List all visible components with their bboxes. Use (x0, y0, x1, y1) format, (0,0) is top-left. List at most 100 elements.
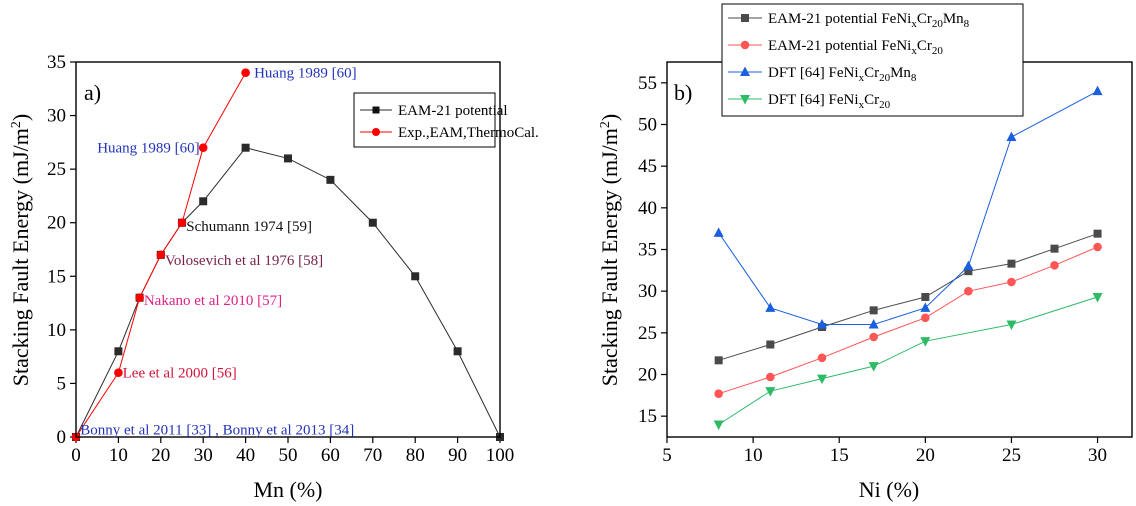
panel-b-series-2-point-4 (920, 302, 931, 312)
panel-a-y-tick-label-2: 10 (47, 320, 66, 341)
panel-b-series-1-point-6 (1007, 277, 1016, 287)
panel-b-x-tick-label-0: 5 (662, 445, 672, 466)
panel-b-series-2-point-2 (817, 319, 827, 329)
panel-b-series-1-point-5 (964, 286, 973, 296)
panel-b-label: b) (674, 80, 692, 105)
panel-b-plot-frame (666, 61, 1133, 438)
panel-a-series-1-point-6 (241, 68, 250, 78)
panel-a-series-0-point-11 (453, 347, 462, 356)
panel-a-y-tick-label-0: 0 (57, 427, 67, 448)
panel-a-legend-box (353, 92, 496, 148)
panel-a-y-tick-label-1: 5 (57, 373, 67, 394)
panel-b-legend-marker-3 (740, 95, 750, 105)
panel-b-series-line-2 (718, 90, 1098, 325)
panel-b-legend-text-1: EAM-21 potential FeNixCr20 (768, 38, 943, 57)
panel-a-legend: EAM-21 potential Exp.,EAM,ThermoCal. (353, 92, 539, 148)
panel-a-series-0-point-5 (199, 197, 208, 206)
panel-a-x-tick-label-8: 80 (406, 445, 425, 466)
panel-a-x-axis-label: Mn (%) (253, 477, 322, 502)
panel-a-legend-marker-1 (372, 128, 380, 136)
panel-b-y-tick-label-4: 35 (638, 240, 657, 261)
panel-a-legend-text-1: Exp.,EAM,ThermoCal. (398, 125, 539, 141)
panel-b-series-0-point-1 (766, 340, 775, 349)
panel-a-legend-text-0: EAM-21 potential (398, 103, 508, 119)
panel-b-legend-marker-0 (741, 14, 749, 22)
panel-b-series-0-point-8 (1093, 229, 1102, 238)
panel-b-series-3-point-4 (920, 337, 931, 347)
panel-b-series-0-point-4 (921, 293, 930, 301)
panel-b-y-tick-label-3: 30 (638, 281, 657, 302)
panel-a-series-0-point-1 (114, 347, 123, 356)
panel-b-series-1-point-3 (869, 332, 878, 342)
panel-a-series-0-point-6 (241, 143, 250, 152)
panel-a-label: a) (84, 80, 101, 105)
panel-b-series-1-point-1 (766, 372, 775, 382)
panel-b-series-2-point-0 (713, 227, 724, 237)
panel-a-y-axis-label-main: Stacking Fault Energy (mJ/m (8, 128, 33, 386)
panel-a-y-axis-label-end: ) (8, 114, 33, 121)
panel-b-x-tick-label-5: 30 (1088, 445, 1107, 466)
panel-b-series-3-point-1 (765, 387, 776, 397)
panel-a-x-tick-label-0: 0 (71, 445, 81, 466)
panel-b-series-3-point-2 (817, 374, 827, 385)
panel-a-y-tick-label-5: 25 (47, 159, 66, 180)
panel-b-series-0-point-3 (869, 306, 878, 315)
panel-b-series-3-point-3 (868, 362, 879, 372)
panel-b-series-1-point-4 (921, 313, 930, 323)
panel-a-series-1-point-5 (198, 143, 208, 153)
panel-b-y-tick-label-8: 55 (638, 73, 657, 94)
panel-b-series-1-point-0 (714, 389, 723, 398)
panel-a-annotation-4: Nakano et al 2010 [57] (144, 293, 282, 309)
panel-b-series-line-3 (718, 296, 1098, 425)
panel-a-series-line-0 (75, 147, 501, 438)
panel-b-legend-marker-2 (740, 66, 750, 76)
panel-a-y-tick-label-6: 30 (47, 106, 66, 127)
panel-b-y-tick-label-6: 45 (638, 156, 657, 177)
panel-b-series-2-point-6 (1006, 131, 1017, 141)
panel-b-y-axis-label-main: Stacking Fault Energy (mJ/m (597, 128, 622, 386)
panel-b-y-tick-label-2: 25 (638, 323, 657, 344)
panel-b-series-3-point-5 (1006, 320, 1017, 330)
panel-a-annotation-1: Huang 1989 [60] (97, 141, 199, 157)
panel-b-x-tick-label-2: 15 (830, 445, 849, 466)
panel-b-series-2-point-5 (963, 260, 974, 271)
panel-b-series (713, 85, 1103, 430)
panel-b-series-2-point-3 (868, 319, 879, 329)
panel-a-x-tick-label-5: 50 (279, 445, 298, 466)
panel-b-y-axis-label-end: ) (597, 114, 622, 121)
panel-b-legend-marker-1 (740, 40, 750, 50)
panel-b-series-0-point-5 (964, 267, 973, 276)
panel-a-annotation-0: Huang 1989 [60] (254, 66, 356, 82)
panel-b-legend-text-0: EAM-21 potential FeNixCr20Mn8 (768, 11, 970, 30)
panel-a-x-tick-label-4: 40 (236, 445, 255, 466)
panel-a-series-0-point-9 (368, 218, 377, 227)
panel-b-x-tick-label-1: 10 (744, 445, 763, 466)
panel-a-annotation-3: Volosevich et al 1976 [58] (165, 253, 323, 269)
panel-b-legend: EAM-21 potential FeNixCr20Mn8 EAM-21 pote… (721, 3, 1024, 117)
panel-b-series-1-point-2 (817, 353, 827, 363)
panel-b-series-1-point-8 (1093, 242, 1102, 252)
panel-b-y-axis-label: Stacking Fault Energy (mJ/m2) (597, 114, 622, 386)
panel-b-series-3-point-6 (1092, 293, 1103, 303)
panel-b-y-tick-label-7: 50 (638, 115, 657, 136)
panel-b-legend-text-2: DFT [64] FeNixCr20Mn8 (768, 65, 917, 84)
panel-b-x-tick-label-4: 25 (1002, 445, 1021, 466)
panel-a-series-1-point-4 (177, 218, 187, 228)
panel-a-y-tick-label-3: 15 (47, 266, 66, 287)
panel-a-y-tick-label-7: 35 (47, 52, 66, 73)
panel-b-series-line-0 (718, 233, 1098, 361)
panel-b-y-tick-label-1: 20 (638, 365, 657, 386)
panel-a-series-0-point-7 (284, 154, 292, 163)
panel-a-series (71, 68, 504, 442)
panel-b-series-0-point-0 (714, 356, 723, 365)
panel-a-x-tick-label-10: 100 (486, 445, 515, 466)
panel-a-x-tick-label-1: 10 (109, 445, 128, 466)
panel-a-x-tick-label-7: 70 (363, 445, 382, 466)
panel-b-y-tick-label-5: 40 (638, 198, 657, 219)
panel-b-series-2-point-7 (1092, 85, 1103, 96)
panel-a-y-axis-label-sup: 2 (9, 121, 24, 128)
panel-a-y-axis-label: Stacking Fault Energy (mJ/m2) (8, 114, 33, 386)
panel-b-series-2-point-1 (765, 302, 776, 312)
